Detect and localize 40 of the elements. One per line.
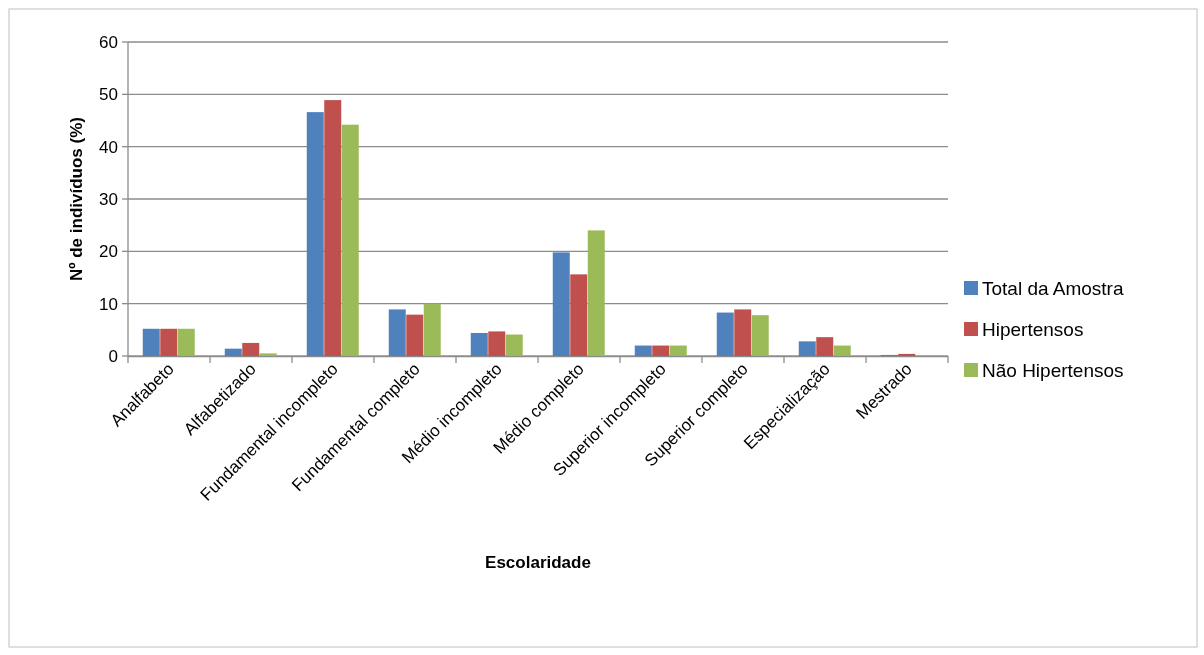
bar	[341, 124, 359, 356]
legend-label: Não Hipertensos	[982, 359, 1124, 381]
y-tick-label: 60	[99, 32, 118, 52]
bar	[816, 337, 834, 356]
bar	[833, 345, 851, 356]
bar	[669, 345, 687, 356]
bar	[652, 345, 670, 356]
bar	[488, 331, 506, 356]
legend-label: Total da Amostra	[982, 277, 1124, 299]
bar	[142, 328, 160, 356]
legend-label: Hipertensos	[982, 318, 1084, 340]
bar	[224, 348, 242, 356]
y-tick-label: 50	[99, 85, 118, 105]
bar	[634, 345, 652, 356]
y-tick-label: 0	[108, 346, 118, 366]
y-tick-label: 40	[99, 137, 118, 157]
bar	[242, 342, 260, 356]
bar	[160, 328, 178, 356]
y-tick-label: 30	[99, 189, 118, 209]
y-tick-label: 20	[99, 242, 118, 262]
bar	[259, 353, 277, 356]
y-tick-label: 10	[99, 294, 118, 314]
bar	[406, 314, 424, 356]
bar	[306, 112, 324, 356]
bar	[177, 328, 195, 356]
bar	[716, 312, 734, 356]
bar	[552, 252, 570, 356]
bar	[423, 303, 441, 356]
bar	[388, 309, 406, 356]
y-axis-title: Nº de indivíduos (%)	[67, 117, 86, 281]
x-axis-title: Escolaridade	[485, 553, 591, 572]
bar	[798, 341, 816, 356]
bar	[505, 334, 523, 356]
bar	[898, 353, 916, 356]
bar	[324, 100, 342, 356]
bar	[570, 274, 588, 356]
bar	[470, 332, 488, 356]
bar	[734, 309, 752, 356]
bar	[751, 315, 769, 356]
bar	[587, 230, 605, 356]
